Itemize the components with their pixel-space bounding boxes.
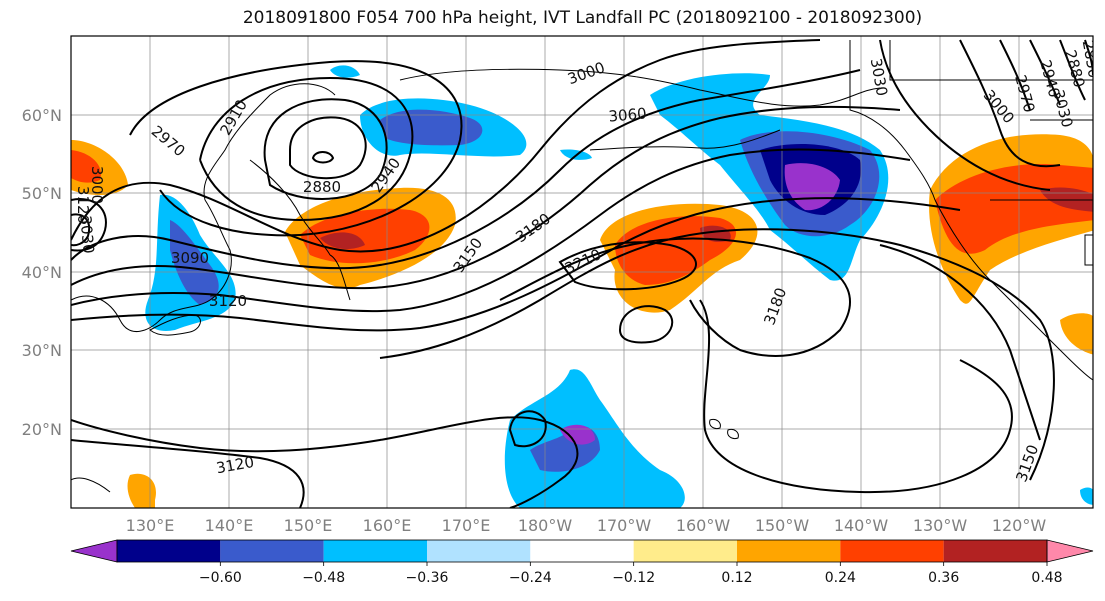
- ivt-positive-region: [935, 164, 1093, 254]
- contour-island: [508, 410, 547, 448]
- colorbar-segment: [943, 540, 1047, 562]
- lat-tick-label: 30°N: [22, 341, 62, 360]
- contour-east-ridge: [879, 244, 1041, 441]
- colorbar-segment: [530, 540, 634, 562]
- lon-tick-label: 170°E: [442, 516, 491, 535]
- lon-tick-label: 140°E: [205, 516, 254, 535]
- ivt-negative-region: [380, 109, 483, 146]
- longitude-labels: 130°E 140°E 150°E 160°E 170°E 180°W 170°…: [126, 516, 1047, 535]
- colorbar-extension-high: [1046, 539, 1094, 563]
- graticule: [71, 36, 1093, 508]
- lon-tick-label: 150°E: [284, 516, 333, 535]
- colorbar-tick-label: 0.24: [825, 570, 856, 586]
- ivt-positive-region: [127, 473, 156, 508]
- lon-tick-label: 160°W: [676, 516, 731, 535]
- contour-3180-south: [618, 305, 674, 344]
- contour-ne-3000: [959, 39, 1061, 168]
- ivt-negative-region: [1080, 487, 1093, 505]
- ivt-positive-region: [71, 150, 101, 183]
- contour-ne-3030: [879, 39, 1051, 191]
- lat-tick-label: 50°N: [22, 184, 62, 203]
- contour-3180: [499, 237, 851, 357]
- colorbar-segment: [633, 540, 737, 562]
- colorbar-tick-label: −0.48: [302, 570, 345, 586]
- ivt-positive-region: [300, 208, 430, 264]
- ivt-positive-region: [700, 225, 731, 242]
- colorbar-segment: [737, 540, 841, 562]
- colorbar-extension-low: [70, 539, 118, 563]
- colorbar-tick-label: 0.12: [721, 570, 752, 586]
- height-contours: [71, 39, 1093, 508]
- contour-label: 3030: [76, 215, 97, 255]
- contour-2940: [199, 76, 414, 222]
- contour-label: 3120: [74, 186, 92, 224]
- contour-nw-3000: [71, 198, 107, 252]
- colorbar-tick-label: −0.60: [199, 570, 242, 586]
- contour-3150-east: [699, 299, 1013, 494]
- contour-small-low: [311, 151, 335, 164]
- contour-3030: [71, 69, 861, 270]
- colorbar-tick-label: −0.12: [612, 570, 655, 586]
- contour-3150-south: [71, 416, 579, 508]
- lon-tick-label: 170°W: [597, 516, 652, 535]
- colorbar-tick-label: −0.36: [406, 570, 449, 586]
- contour-label: 3060: [608, 104, 648, 125]
- colorbar-segment: [220, 540, 324, 562]
- contour-label: 3120: [209, 292, 247, 310]
- map-frame: [70, 35, 1094, 509]
- contour-ne-2910: [1059, 39, 1086, 101]
- ivt-negative-region: [330, 65, 360, 78]
- ivt-negative-region: [170, 220, 219, 305]
- contour-3120-south: [71, 439, 305, 508]
- contour-nw-3030: [71, 213, 90, 247]
- contour-2970: [129, 60, 463, 237]
- contour-label: 3000: [88, 166, 106, 204]
- lon-tick-label: 120°W: [992, 516, 1047, 535]
- contour-3120: [71, 197, 961, 332]
- lon-tick-label: 130°W: [913, 516, 968, 535]
- lat-tick-label: 60°N: [22, 106, 62, 125]
- ivt-positive-region: [320, 232, 365, 250]
- colorbar: −0.60 −0.48 −0.36 −0.24 −0.12 0.12 0.24 0.36 0.4…: [70, 539, 1094, 586]
- contour-ne-2970: [999, 39, 1031, 111]
- lon-tick-label: 140°W: [834, 516, 889, 535]
- ivt-shading: [71, 65, 1093, 508]
- coastlines: [71, 40, 1093, 493]
- lon-tick-label: 180°W: [518, 516, 573, 535]
- ivt-positive-region: [1060, 313, 1093, 355]
- colorbar-border: [116, 539, 1048, 563]
- contour-2910: [263, 98, 388, 200]
- colorbar-tick-label: 0.48: [1031, 570, 1062, 586]
- contour-ne-2940: [1029, 39, 1061, 106]
- contour-2880: [289, 116, 367, 180]
- colorbar-segment: [840, 540, 944, 562]
- lat-tick-label: 20°N: [22, 420, 62, 439]
- contour-3150: [379, 228, 1055, 481]
- lat-tick-label: 40°N: [22, 263, 62, 282]
- contour-3000: [71, 39, 821, 253]
- contour-3060: [71, 105, 901, 290]
- lon-tick-label: 150°W: [755, 516, 810, 535]
- plot-title: 2018091800 F054 700 hPa height, IVT Land…: [242, 8, 923, 28]
- colorbar-segment: [427, 540, 531, 562]
- colorbar-segment: [323, 540, 427, 562]
- contour-label: 2880: [303, 178, 341, 196]
- colorbar-segment: [117, 540, 221, 562]
- contour-3210: [558, 241, 697, 291]
- colorbar-tick-label: 0.36: [928, 570, 959, 586]
- lon-tick-label: 160°E: [363, 516, 412, 535]
- ivt-negative-region: [560, 424, 595, 445]
- contour-label: 3090: [171, 249, 209, 267]
- lon-tick-label: 130°E: [126, 516, 175, 535]
- contour-3090: [71, 148, 911, 313]
- latitude-labels: 60°N 50°N 40°N 30°N 20°N: [22, 106, 62, 439]
- colorbar-tick-label: −0.24: [509, 570, 552, 586]
